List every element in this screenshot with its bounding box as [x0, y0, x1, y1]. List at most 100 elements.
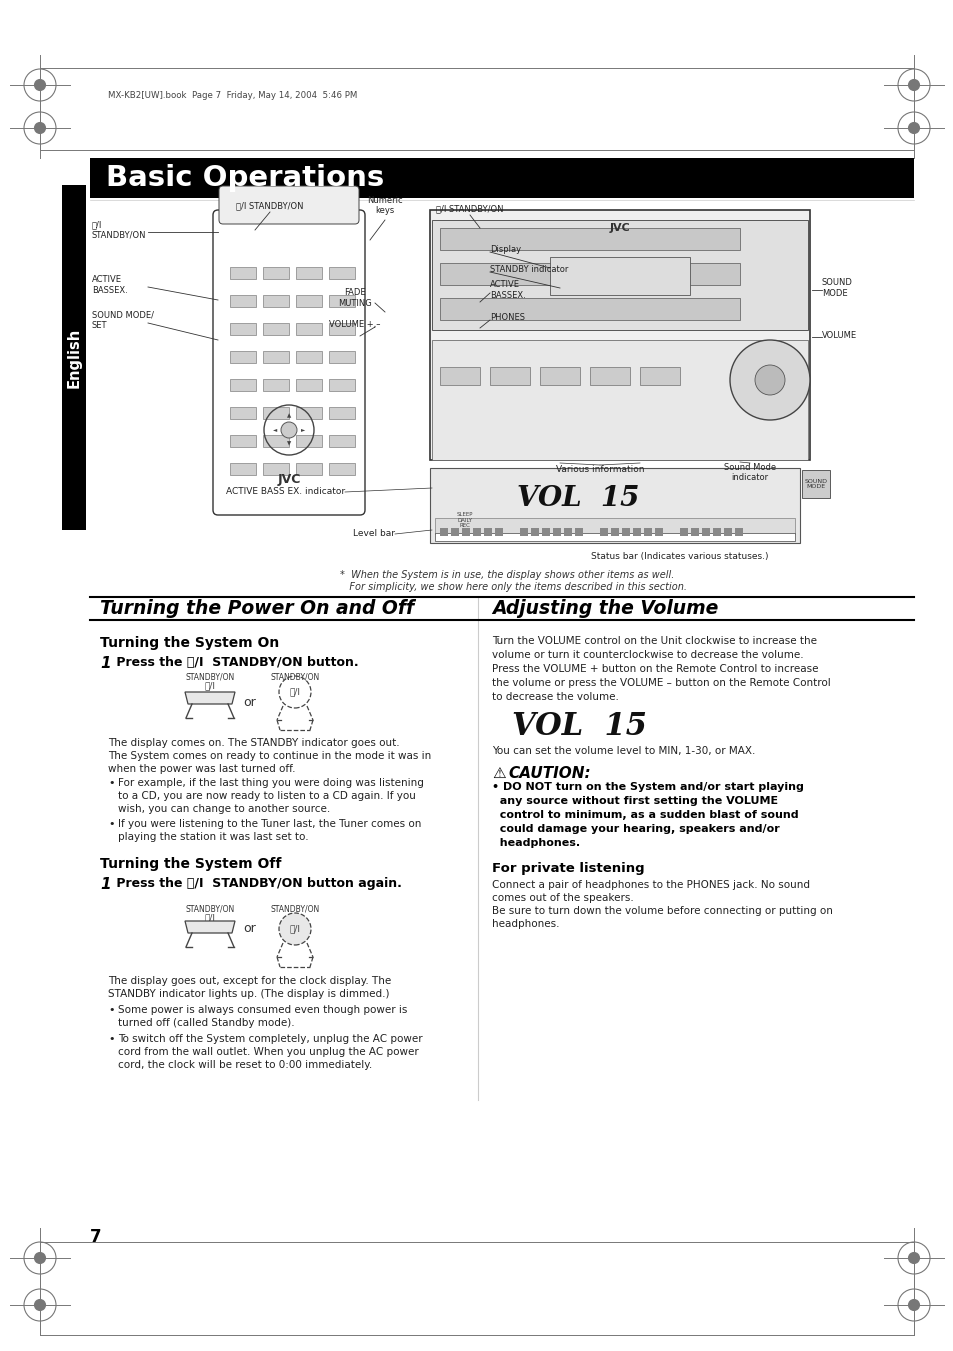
Text: SOUND MODE/
SET: SOUND MODE/ SET — [91, 311, 153, 330]
Text: JVC: JVC — [277, 473, 300, 486]
Bar — [553, 528, 560, 536]
Bar — [483, 528, 492, 536]
Text: Some power is always consumed even though power is: Some power is always consumed even thoug… — [118, 1005, 407, 1015]
Text: For private listening: For private listening — [492, 862, 644, 875]
Bar — [329, 323, 355, 335]
Text: Be sure to turn down the volume before connecting or putting on: Be sure to turn down the volume before c… — [492, 907, 832, 916]
Text: You can set the volume level to MIN, 1-30, or MAX.: You can set the volume level to MIN, 1-3… — [492, 746, 755, 757]
Text: ⏻/I STANDBY/ON: ⏻/I STANDBY/ON — [436, 204, 503, 213]
Text: ACTIVE
BASSEX.: ACTIVE BASSEX. — [91, 276, 128, 295]
Text: 1: 1 — [100, 877, 111, 892]
Text: Press the ⏻/I  STANDBY/ON button.: Press the ⏻/I STANDBY/ON button. — [112, 657, 358, 669]
Text: STANDBY/ON: STANDBY/ON — [270, 905, 319, 915]
Bar — [329, 463, 355, 476]
Bar — [230, 295, 255, 307]
Bar — [230, 435, 255, 447]
Bar — [329, 267, 355, 280]
Text: Press the VOLUME + button on the Remote Control to increase: Press the VOLUME + button on the Remote … — [492, 663, 818, 674]
Text: ►: ► — [300, 427, 305, 432]
Text: turned off (called Standby mode).: turned off (called Standby mode). — [118, 1019, 294, 1028]
Circle shape — [754, 365, 784, 394]
Circle shape — [729, 340, 809, 420]
Bar — [430, 467, 800, 543]
Bar — [801, 470, 829, 499]
Text: the volume or press the VOLUME – button on the Remote Control: the volume or press the VOLUME – button … — [492, 678, 830, 688]
Text: SOUND
MODE: SOUND MODE — [803, 478, 826, 489]
Bar — [263, 323, 289, 335]
Circle shape — [34, 1298, 46, 1310]
Text: ◄: ◄ — [273, 427, 277, 432]
Text: •: • — [108, 1034, 114, 1044]
Bar — [495, 528, 502, 536]
Bar — [263, 295, 289, 307]
Bar — [230, 463, 255, 476]
Bar — [439, 263, 740, 285]
Text: VOLUME: VOLUME — [821, 331, 856, 339]
Circle shape — [34, 1252, 46, 1265]
Text: The display goes out, except for the clock display. The: The display goes out, except for the clo… — [108, 975, 391, 986]
Bar — [329, 351, 355, 363]
Bar — [432, 340, 807, 459]
Text: cord from the wall outlet. When you unplug the AC power: cord from the wall outlet. When you unpl… — [118, 1047, 418, 1056]
Bar — [679, 528, 687, 536]
Bar — [439, 367, 479, 385]
Circle shape — [907, 122, 919, 134]
Text: Turn the VOLUME control on the Unit clockwise to increase the: Turn the VOLUME control on the Unit cloc… — [492, 636, 816, 646]
Text: ACTIVE
BASSEX.: ACTIVE BASSEX. — [490, 280, 525, 300]
Bar — [295, 351, 322, 363]
Bar — [712, 528, 720, 536]
Bar — [329, 295, 355, 307]
Text: Level bar: Level bar — [353, 530, 395, 539]
Text: STANDBY/ON: STANDBY/ON — [185, 673, 234, 682]
Text: Basic Operations: Basic Operations — [106, 163, 384, 192]
Bar — [439, 228, 740, 250]
Text: volume or turn it counterclockwise to decrease the volume.: volume or turn it counterclockwise to de… — [492, 650, 802, 661]
Bar — [295, 380, 322, 390]
Bar — [329, 407, 355, 419]
Text: headphones.: headphones. — [492, 919, 558, 929]
Text: any source without first setting the VOLUME: any source without first setting the VOL… — [492, 796, 778, 807]
Polygon shape — [185, 921, 234, 934]
Text: ▼: ▼ — [287, 442, 291, 446]
Bar — [473, 528, 480, 536]
Bar — [461, 528, 470, 536]
Text: control to minimum, as a sudden blast of sound: control to minimum, as a sudden blast of… — [492, 811, 798, 820]
Circle shape — [907, 78, 919, 91]
Bar — [295, 463, 322, 476]
Bar — [531, 528, 538, 536]
Bar — [230, 267, 255, 280]
Circle shape — [907, 1298, 919, 1310]
Bar — [230, 407, 255, 419]
Text: ⏻/I STANDBY/ON: ⏻/I STANDBY/ON — [236, 201, 303, 209]
Bar — [329, 435, 355, 447]
Text: ⚠: ⚠ — [492, 766, 505, 781]
Text: to decrease the volume.: to decrease the volume. — [492, 692, 618, 703]
Text: • DO NOT turn on the System and/or start playing: • DO NOT turn on the System and/or start… — [492, 782, 803, 792]
Text: 1: 1 — [100, 657, 111, 671]
Text: STANDBY/ON: STANDBY/ON — [270, 673, 319, 682]
Bar — [295, 323, 322, 335]
Text: when the power was last turned off.: when the power was last turned off. — [108, 765, 295, 774]
Circle shape — [34, 122, 46, 134]
Text: Sound Mode
indicator: Sound Mode indicator — [723, 463, 775, 482]
Circle shape — [278, 913, 311, 944]
Text: For simplicity, we show here only the items described in this section.: For simplicity, we show here only the it… — [339, 582, 686, 592]
Text: CAUTION:: CAUTION: — [507, 766, 590, 781]
Text: SOUND
MODE: SOUND MODE — [821, 278, 852, 297]
Text: Numeric
keys: Numeric keys — [367, 196, 402, 215]
Text: The display comes on. The STANDBY indicator goes out.: The display comes on. The STANDBY indica… — [108, 738, 399, 748]
Bar — [230, 351, 255, 363]
Text: ⏻/I: ⏻/I — [289, 688, 300, 697]
Bar — [633, 528, 640, 536]
Text: 7: 7 — [90, 1228, 102, 1246]
Bar — [430, 209, 809, 459]
Bar — [701, 528, 709, 536]
Bar — [230, 380, 255, 390]
Text: JVC: JVC — [609, 223, 630, 232]
Text: To switch off the System completely, unplug the AC power: To switch off the System completely, unp… — [118, 1034, 422, 1044]
Text: ⏻/I: ⏻/I — [204, 913, 215, 921]
Text: PHONES: PHONES — [490, 313, 524, 323]
Bar — [432, 220, 807, 330]
Text: For example, if the last thing you were doing was listening: For example, if the last thing you were … — [118, 778, 423, 788]
Bar — [575, 528, 582, 536]
